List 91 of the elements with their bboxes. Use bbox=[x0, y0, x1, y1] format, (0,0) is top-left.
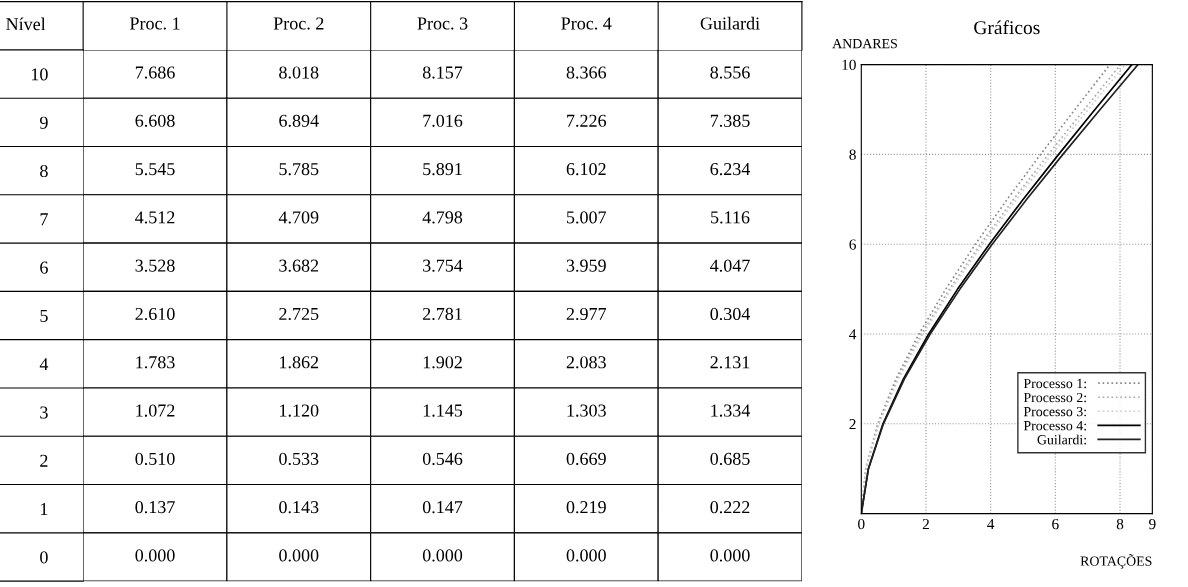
data-label: 6.608 bbox=[135, 114, 175, 127]
data-label: 5.891 bbox=[423, 162, 462, 176]
y-tick-label: 10 bbox=[842, 59, 856, 71]
data-label: 4.709 bbox=[278, 211, 319, 224]
y-tick-label: 6 bbox=[849, 239, 856, 250]
data-label: 0.510 bbox=[135, 452, 175, 465]
y-tick-label: 2 bbox=[849, 419, 856, 430]
y-tick-label: 8 bbox=[40, 164, 48, 178]
data-label: 0.222 bbox=[710, 501, 750, 514]
legend-label: Processo 1: bbox=[1023, 378, 1086, 389]
x-tick-label: Proc. 2 bbox=[273, 17, 324, 30]
data-label: 8.157 bbox=[422, 66, 463, 79]
data-label: 2.977 bbox=[566, 307, 607, 321]
data-label: 0.685 bbox=[710, 452, 750, 465]
data-label: 3.959 bbox=[566, 259, 606, 272]
y-tick-label: 2 bbox=[40, 454, 48, 467]
data-label: 2.610 bbox=[135, 307, 175, 321]
y-tick-label: 5 bbox=[40, 309, 48, 322]
data-label: 0.000 bbox=[279, 549, 319, 562]
data-label: 5.116 bbox=[711, 211, 750, 224]
legend-label: Guilardi: bbox=[1037, 434, 1086, 445]
data-label: 4.047 bbox=[710, 259, 750, 272]
y-tick-label: 7 bbox=[40, 213, 48, 226]
y-tick-label: 1 bbox=[41, 503, 48, 515]
data-label: 1.862 bbox=[280, 356, 319, 369]
data-label: 5.785 bbox=[279, 162, 319, 176]
data-label: 1.303 bbox=[567, 404, 606, 417]
data-label: 5.007 bbox=[567, 211, 607, 224]
data-label: 1.902 bbox=[423, 356, 462, 369]
data-label: 1.334 bbox=[711, 404, 751, 417]
data-label: 2.781 bbox=[423, 307, 462, 321]
data-label: 8.018 bbox=[279, 66, 319, 79]
y-axis-title: ANDARES bbox=[832, 38, 897, 49]
data-label: 0.546 bbox=[422, 452, 463, 465]
data-label: 0.219 bbox=[566, 501, 606, 514]
y-tick-label: 10 bbox=[31, 68, 48, 81]
data-label: 7.385 bbox=[710, 114, 750, 127]
x-axis-title: ROTAÇÕES bbox=[1080, 554, 1152, 569]
data-label: 0.000 bbox=[135, 549, 175, 562]
data-label: 7.686 bbox=[135, 66, 175, 79]
data-label: 7.016 bbox=[423, 114, 463, 127]
y-tick-label: 9 bbox=[39, 116, 48, 129]
y-tick-label: 4 bbox=[39, 358, 49, 371]
data-label: 0.000 bbox=[710, 549, 750, 562]
data-label: 8.556 bbox=[710, 66, 750, 79]
data-label: 0.000 bbox=[566, 549, 606, 562]
y-tick-label: 0 bbox=[40, 551, 48, 564]
x-tick-label: Proc. 3 bbox=[417, 17, 468, 30]
x-tick-label: 4 bbox=[987, 519, 995, 530]
legend-label: Processo 3: bbox=[1023, 406, 1086, 417]
data-label: 0.304 bbox=[710, 307, 751, 321]
data-label: 2.725 bbox=[279, 307, 319, 321]
x-tick-label: 2 bbox=[922, 518, 929, 530]
x-tick-label: Guilardi bbox=[700, 16, 760, 30]
data-label: 6.102 bbox=[566, 162, 606, 176]
y-tick-label: 3 bbox=[40, 406, 48, 419]
data-label: 1.145 bbox=[423, 404, 463, 417]
data-label: 1.120 bbox=[280, 404, 319, 417]
data-label: 8.366 bbox=[566, 66, 607, 79]
x-tick-label: Proc. 4 bbox=[561, 17, 612, 30]
legend-label: Processo 2: bbox=[1023, 392, 1086, 403]
data-label: 2.083 bbox=[566, 356, 606, 369]
data-label: 3.754 bbox=[423, 259, 463, 272]
data-label: 2.131 bbox=[710, 356, 750, 369]
data-label: 7.226 bbox=[567, 114, 607, 127]
data-label: 0.147 bbox=[422, 501, 463, 514]
data-label: 0.533 bbox=[279, 452, 319, 465]
y-tick-label: 4 bbox=[849, 329, 857, 340]
chart-title: Gráficos bbox=[974, 20, 1040, 35]
x-tick-label: 9 bbox=[1149, 518, 1156, 530]
data-label: 6.894 bbox=[279, 114, 319, 127]
x-tick-label: 8 bbox=[1116, 518, 1124, 530]
data-label: 0.000 bbox=[422, 549, 463, 562]
y-axis-title: Nível bbox=[6, 17, 46, 31]
data-label: 1.072 bbox=[136, 404, 175, 417]
x-tick-label: 6 bbox=[1052, 518, 1059, 530]
data-label: 5.545 bbox=[135, 163, 175, 176]
data-label: 3.528 bbox=[135, 259, 175, 272]
data-label: 0.669 bbox=[566, 452, 606, 465]
data-label: 1.783 bbox=[136, 356, 175, 369]
x-tick-label: 0 bbox=[858, 518, 865, 530]
data-label: 6.234 bbox=[710, 163, 751, 176]
data-label: 3.682 bbox=[279, 259, 319, 272]
data-label: 0.137 bbox=[135, 501, 175, 514]
legend-label: Processo 4: bbox=[1023, 421, 1086, 431]
x-tick-label: Proc. 1 bbox=[129, 17, 180, 30]
y-tick-label: 6 bbox=[40, 261, 48, 274]
y-tick-label: 8 bbox=[849, 149, 856, 160]
data-label: 4.798 bbox=[422, 211, 463, 224]
data-label: 4.512 bbox=[135, 211, 175, 224]
data-label: 0.143 bbox=[279, 501, 319, 514]
